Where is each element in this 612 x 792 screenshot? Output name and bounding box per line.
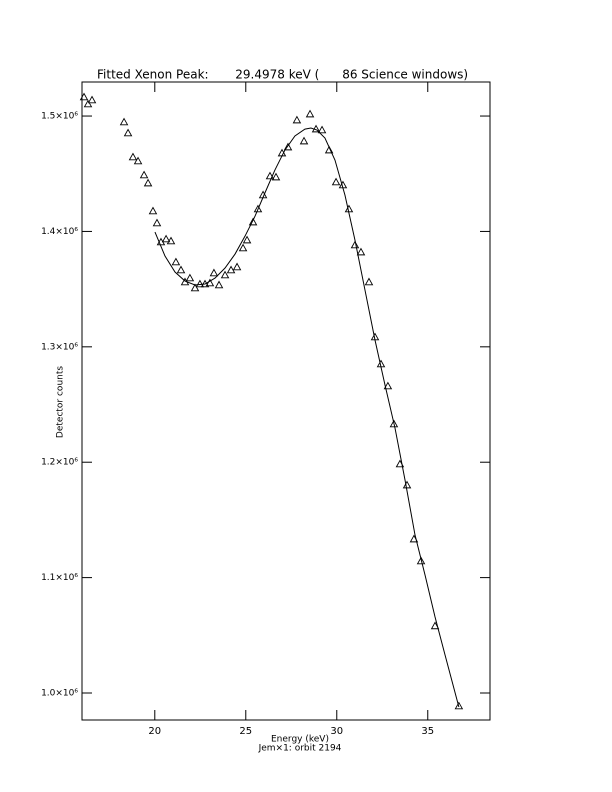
x-tick-label: 20: [148, 726, 161, 737]
data-point: [119, 117, 129, 126]
data-point: [214, 280, 224, 289]
data-point: [195, 279, 205, 288]
plot-frame: [81, 81, 491, 721]
data-point: [416, 556, 426, 565]
x-tick-label: 35: [421, 726, 434, 737]
data-point: [152, 218, 162, 227]
data-point: [317, 125, 327, 134]
data-point: [176, 265, 186, 274]
x-axis-label: Energy (keV): [271, 735, 329, 745]
data-point: [185, 273, 195, 282]
data-point: [331, 177, 341, 186]
data-point: [299, 136, 309, 145]
data-point: [383, 381, 393, 390]
data-point: [87, 95, 97, 104]
data-point: [364, 277, 374, 286]
data-point: [166, 236, 176, 245]
data-point: [430, 621, 440, 630]
data-point: [226, 265, 236, 274]
data-point: [190, 283, 200, 292]
y-tick-label: 1.1×10⁶: [41, 573, 78, 583]
data-point: [139, 170, 149, 179]
y-axis-label: Detector counts: [56, 366, 66, 438]
data-point: [350, 240, 360, 249]
data-point: [292, 115, 302, 124]
data-point: [143, 178, 153, 187]
data-point: [79, 92, 89, 101]
data-point: [200, 279, 210, 288]
data-point: [238, 243, 248, 252]
x-tick-label: 25: [239, 726, 252, 737]
subtitle: Jem×1: orbit 2194: [258, 744, 342, 754]
data-point: [171, 257, 181, 266]
data-point: [161, 234, 171, 243]
data-point: [454, 701, 464, 710]
y-tick-label: 1.0×10⁶: [41, 688, 78, 698]
data-point: [133, 156, 143, 165]
chart-title: Fitted Xenon Peak: 29.4978 keV ( 86 Scie…: [97, 68, 468, 82]
data-point: [248, 217, 258, 226]
data-point: [324, 145, 334, 154]
data-point: [402, 480, 412, 489]
data-point: [209, 268, 219, 277]
data-point: [356, 247, 366, 256]
data-point: [220, 270, 230, 279]
y-tick-label: 1.4×10⁶: [41, 227, 78, 237]
x-tick-label: 30: [330, 726, 343, 737]
data-point: [389, 419, 399, 428]
data-point: [123, 128, 133, 137]
data-point: [148, 206, 158, 215]
y-tick-label: 1.3×10⁶: [41, 342, 78, 352]
data-point: [283, 142, 293, 151]
data-point: [271, 172, 281, 181]
data-point: [242, 235, 252, 244]
fit-line: [154, 127, 460, 708]
data-point: [232, 262, 242, 271]
data-point: [305, 109, 315, 118]
data-point: [128, 152, 138, 161]
data-point: [265, 171, 275, 180]
data-point: [83, 99, 93, 108]
y-tick-label: 1.2×10⁶: [41, 458, 78, 468]
y-tick-label: 1.5×10⁶: [41, 112, 78, 122]
data-point: [253, 204, 263, 213]
